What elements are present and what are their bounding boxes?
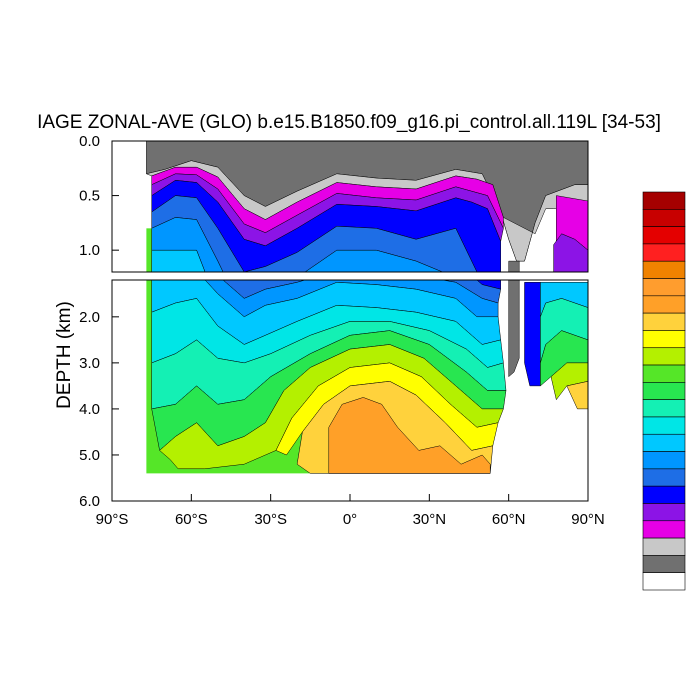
contour-band [297,512,493,700]
y-tick-label: 5.0 [79,447,100,464]
colorbar-swatch [642,537,686,556]
colorbar-swatch [642,433,686,452]
contour-band [151,195,478,272]
x-tick-label: 90°N [571,511,605,528]
colorbar-swatch [642,226,686,245]
colorbar-swatch [642,209,686,227]
colorbar-swatch [642,312,686,331]
y-tick-label: 6.0 [79,493,100,510]
colorbar-swatch [642,330,686,349]
arctic-contour-band [566,381,588,410]
panel-frame [111,140,589,273]
arctic-contour-band [550,362,588,401]
contour-band [159,344,504,470]
chart-title: IAGE ZONAL-AVE (GLO) b.e15.B1850.f09_g16… [37,112,661,133]
arctic-contour-band [553,233,588,272]
lower-depth-panel: 2.0 3.0 4.0 5.0 6.0 [79,279,589,510]
y-tick-label: 4.0 [79,401,100,418]
x-tick-label: 90°S [96,511,129,528]
y-axis-label: DEPTH (km) [54,301,75,409]
y-tick-label: 1.0 [79,242,100,259]
colorbar-swatch [642,295,686,314]
x-tick-label: 60°N [492,511,526,528]
colorbar-swatch [642,278,686,297]
colorbar-swatch [642,520,686,539]
contour-band [151,249,206,272]
x-tick-label: 60°S [175,511,208,528]
colorbar-swatch [642,503,686,522]
x-tick-label: 0° [343,511,357,528]
y-tick-label: 2.0 [79,309,100,326]
arctic-contour-band [508,260,520,272]
colorbar-swatch [642,364,686,383]
y-tick-label: 0.0 [79,133,100,150]
colorbar-swatch [642,243,686,262]
upper-depth-panel: 0.0 0.5 1.0 [79,133,589,700]
colorbar-swatch [642,382,686,400]
colorbar-swatch [642,260,686,279]
contour-band [329,550,490,700]
x-tick-label: 30°N [413,511,447,528]
colorbar-swatch [642,347,686,366]
x-axis: 90°S 60°S 30°S 0° 30°N 60°N 90°N [96,494,605,528]
y-tick-label: 0.5 [79,188,100,205]
colorbar [642,191,686,591]
contour-band [328,397,491,474]
colorbar-swatch [642,468,686,487]
colorbar-swatch [642,451,686,470]
colorbar-swatch [642,416,686,435]
arctic-contour-band [508,280,520,378]
colorbar-swatch [642,399,686,418]
colorbar-swatch [642,572,686,591]
y-tick-label: 3.0 [79,355,100,372]
x-tick-label: 30°S [254,511,287,528]
colorbar-swatch [642,191,686,210]
colorbar-swatch [642,485,686,504]
arctic-contour-band [524,282,541,387]
arctic-contour-band [540,330,588,387]
colorbar-swatch [642,555,686,573]
contour-band [151,217,444,272]
